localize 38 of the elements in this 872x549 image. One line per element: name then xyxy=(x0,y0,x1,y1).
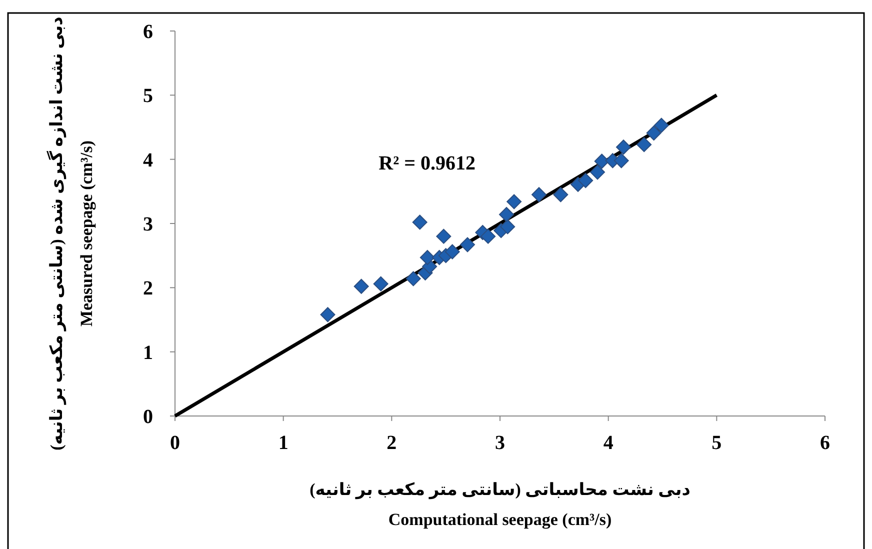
point xyxy=(444,244,460,260)
point xyxy=(500,219,516,234)
x-tick-label: 4 xyxy=(603,432,614,454)
point xyxy=(354,278,369,294)
y-tick-label: 1 xyxy=(143,342,153,364)
x-tick-label: 2 xyxy=(386,432,397,454)
x-tick-label: 1 xyxy=(278,432,288,454)
point xyxy=(320,307,336,322)
point xyxy=(420,250,435,266)
point xyxy=(506,194,522,210)
x-tick-label: 0 xyxy=(170,432,180,454)
annotation: R² = 0.9612 xyxy=(378,152,476,175)
x-tick-label: 6 xyxy=(820,432,830,454)
point xyxy=(578,173,594,188)
point xyxy=(480,228,496,244)
point xyxy=(406,271,421,286)
point xyxy=(499,207,514,222)
point xyxy=(614,153,629,168)
point xyxy=(636,137,652,152)
y-tick-label: 6 xyxy=(143,21,153,43)
y-tick-label: 3 xyxy=(143,214,153,236)
y-tick-label: 0 xyxy=(143,406,153,428)
y-tick-label: 5 xyxy=(143,85,153,108)
point xyxy=(594,154,610,169)
point xyxy=(654,118,669,133)
point xyxy=(590,164,605,180)
point xyxy=(616,140,631,155)
point xyxy=(373,276,388,292)
point xyxy=(412,214,428,230)
point xyxy=(460,237,475,252)
x-tick-label: 3 xyxy=(495,432,505,454)
y-tick-label: 2 xyxy=(143,278,153,300)
point xyxy=(436,228,452,244)
x-tick-label: 5 xyxy=(712,432,722,454)
point xyxy=(532,187,546,202)
point xyxy=(646,126,662,141)
point xyxy=(553,187,568,202)
y-tick-label: 4 xyxy=(143,149,153,172)
